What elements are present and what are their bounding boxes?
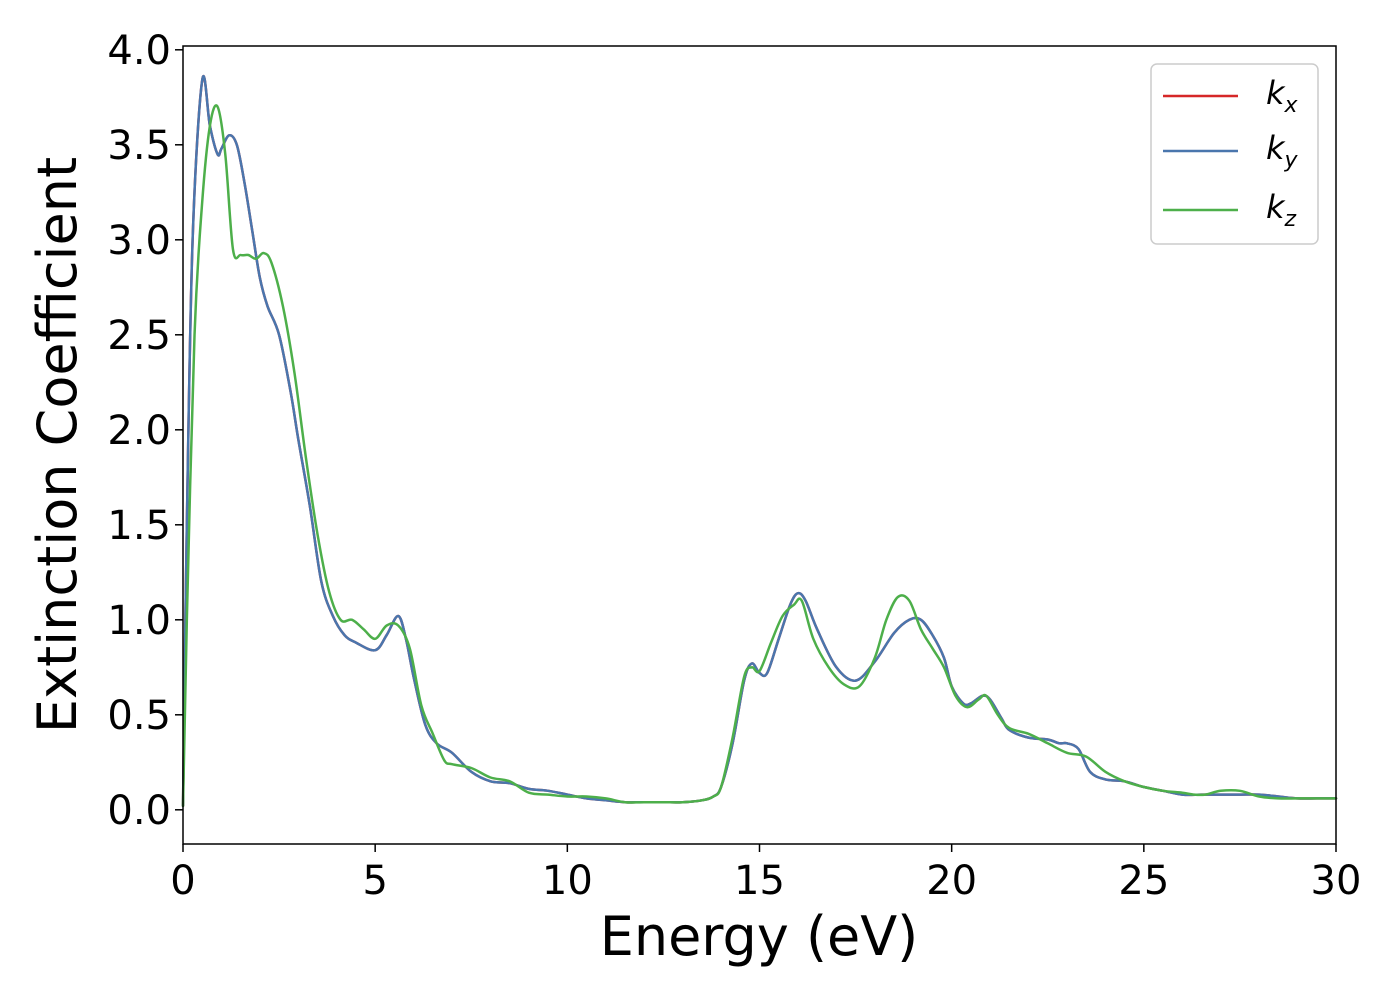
- x-tick-label: 20: [926, 858, 977, 904]
- y-axis-ticks: 0.0 0.5 1.0 1.5 2.0 2.5 3.0 3.5 4.0: [107, 28, 183, 834]
- x-tick-label: 5: [362, 858, 387, 904]
- x-tick-label: 0: [170, 858, 195, 904]
- x-tick-label: 15: [734, 858, 785, 904]
- legend-label-sub: x: [1284, 93, 1299, 118]
- series-lines: [181, 75, 1338, 808]
- x-axis-title: Energy (eV): [600, 905, 919, 968]
- y-tick-label: 2.0: [107, 408, 171, 454]
- y-tick-label: 4.0: [107, 28, 171, 74]
- x-tick-label: 10: [542, 858, 593, 904]
- legend-label-x: kx: [1266, 74, 1299, 118]
- y-tick-label: 2.5: [107, 313, 171, 359]
- x-axis-ticks: 0 5 10 15 20 25 30: [170, 844, 1361, 904]
- y-tick-label: 3.5: [107, 123, 171, 169]
- legend-label-sub: y: [1284, 148, 1299, 173]
- legend-label-main: k: [1266, 129, 1286, 167]
- legend-label-y: ky: [1266, 129, 1299, 173]
- y-tick-label: 0.5: [107, 693, 171, 739]
- y-axis-title: Extinction Coefficient: [26, 157, 89, 733]
- legend-label-sub: z: [1284, 207, 1297, 232]
- legend-box: [1150, 63, 1319, 245]
- x-tick-label: 30: [1311, 858, 1362, 904]
- y-tick-label: 0.0: [107, 788, 171, 834]
- legend-label-main: k: [1266, 188, 1286, 226]
- legend-label-z: kz: [1266, 188, 1297, 232]
- x-tick-label: 25: [1118, 858, 1169, 904]
- y-tick-label: 3.0: [107, 218, 171, 264]
- series-line-z: [181, 104, 1338, 808]
- y-tick-label: 1.5: [107, 503, 171, 549]
- legend-label-main: k: [1266, 74, 1286, 112]
- y-tick-label: 1.0: [107, 598, 171, 644]
